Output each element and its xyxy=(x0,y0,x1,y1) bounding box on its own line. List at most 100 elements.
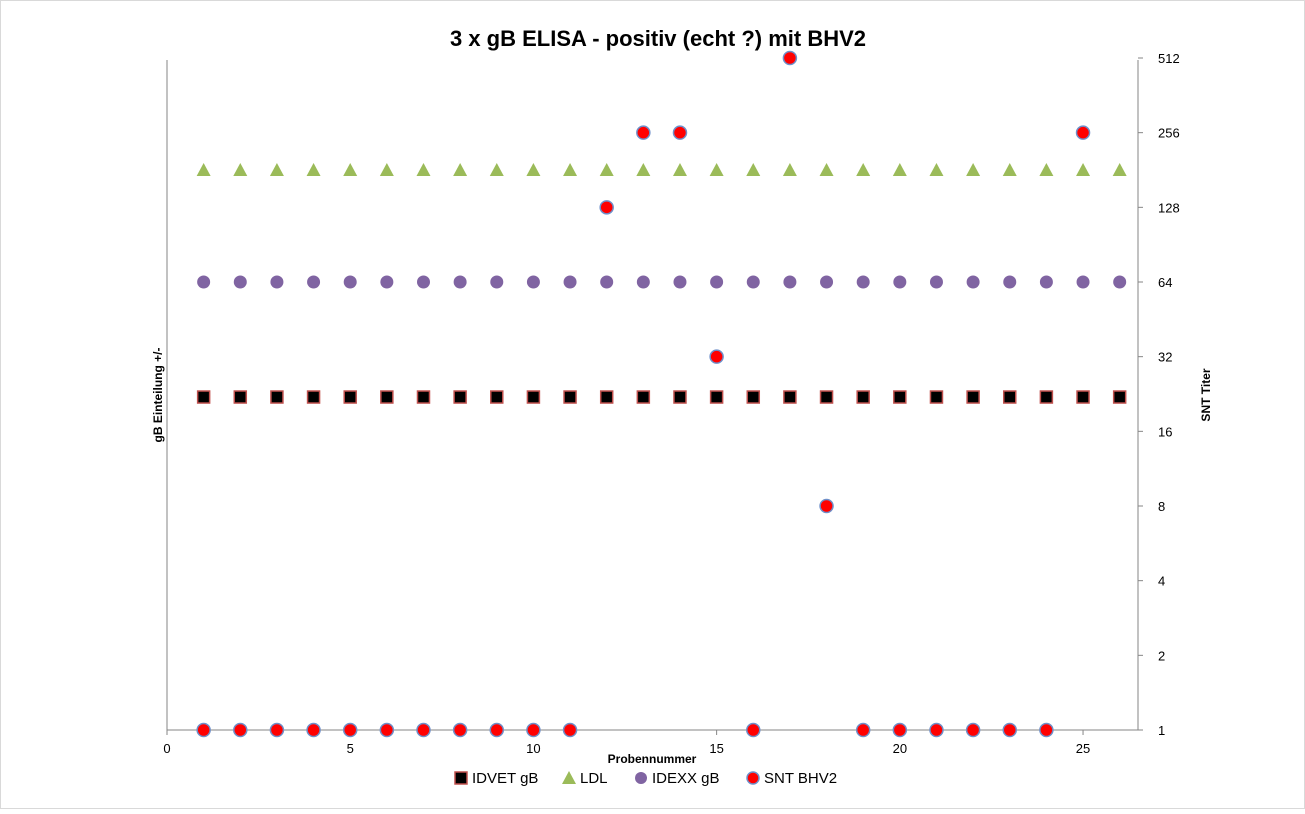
point-snt-bhv2 xyxy=(855,722,871,738)
x-tick-label: 10 xyxy=(526,741,540,756)
point-ldl xyxy=(343,163,358,177)
x-tick-label: 0 xyxy=(163,741,170,756)
y-tick-label: 64 xyxy=(1158,275,1172,290)
point-idexx-gb xyxy=(929,275,943,289)
legend-marker-snt-bhv2 xyxy=(746,771,760,785)
point-idvet-gb xyxy=(453,390,467,404)
point-idexx-gb xyxy=(197,275,211,289)
x-tick-label: 5 xyxy=(347,741,354,756)
point-snt-bhv2 xyxy=(489,722,505,738)
point-snt-bhv2 xyxy=(1039,722,1054,738)
point-ldl xyxy=(233,163,248,177)
point-ldl xyxy=(1002,163,1017,177)
y-tick-label: 128 xyxy=(1158,200,1180,215)
point-ldl xyxy=(966,163,981,177)
point-ldl xyxy=(563,163,578,177)
point-idvet-gb xyxy=(1039,390,1054,404)
point-snt-bhv2 xyxy=(672,125,688,140)
point-ldl xyxy=(1076,163,1091,177)
point-idexx-gb xyxy=(270,275,284,289)
point-idexx-gb xyxy=(563,275,577,289)
point-snt-bhv2 xyxy=(929,722,944,738)
point-ldl xyxy=(819,163,834,177)
x-tick-label: 15 xyxy=(709,741,723,756)
point-idvet-gb xyxy=(343,390,357,404)
y-tick-label: 32 xyxy=(1158,350,1172,365)
point-snt-bhv2 xyxy=(1075,125,1091,140)
point-idvet-gb xyxy=(673,390,687,404)
point-idvet-gb xyxy=(1112,390,1127,404)
point-ldl xyxy=(196,163,211,177)
point-idvet-gb xyxy=(380,390,394,404)
x-axis-title: Probennummer xyxy=(608,752,697,766)
point-snt-bhv2 xyxy=(196,722,211,738)
point-idexx-gb xyxy=(636,275,650,289)
point-idexx-gb xyxy=(380,275,394,289)
data-marks xyxy=(196,50,1127,738)
x-tick-label: 25 xyxy=(1076,741,1090,756)
legend-label-ldl: LDL xyxy=(580,770,608,787)
point-snt-bhv2 xyxy=(819,498,834,514)
point-idvet-gb xyxy=(783,390,797,404)
point-ldl xyxy=(526,163,541,177)
point-idvet-gb xyxy=(416,390,431,404)
y-right-tick-group: 1 2 4 8 16 32 64 128 256 512 xyxy=(1138,51,1180,738)
point-snt-bhv2 xyxy=(782,50,798,66)
y-tick-label: 512 xyxy=(1158,51,1180,66)
point-snt-bhv2 xyxy=(452,722,468,738)
point-ldl xyxy=(709,163,724,177)
point-idexx-gb xyxy=(233,275,247,289)
legend: IDVET gB LDL IDEXX gB SNT BHV2 xyxy=(454,770,837,787)
point-ldl xyxy=(599,163,614,177)
point-snt-bhv2 xyxy=(233,722,248,738)
y-tick-label: 1 xyxy=(1158,723,1165,738)
point-snt-bhv2 xyxy=(306,722,321,738)
point-snt-bhv2 xyxy=(1002,722,1018,738)
point-ldl xyxy=(306,163,321,177)
point-idexx-gb xyxy=(1039,275,1053,289)
point-idexx-gb xyxy=(600,275,614,289)
x-tick-label: 20 xyxy=(893,741,907,756)
point-idvet-gb xyxy=(1076,390,1090,404)
point-idexx-gb xyxy=(343,275,357,289)
legend-marker-ldl xyxy=(562,771,576,784)
point-idvet-gb xyxy=(563,390,577,404)
point-ldl xyxy=(636,163,651,177)
legend-label-snt-bhv2: SNT BHV2 xyxy=(764,770,837,787)
point-idvet-gb xyxy=(966,390,980,404)
point-idexx-gb xyxy=(1076,275,1090,289)
point-ldl xyxy=(892,163,907,177)
y-tick-label: 256 xyxy=(1158,126,1180,141)
point-snt-bhv2 xyxy=(269,722,285,738)
point-idvet-gb xyxy=(636,390,651,404)
point-ldl xyxy=(453,163,468,177)
point-idexx-gb xyxy=(453,275,467,289)
point-snt-bhv2 xyxy=(416,722,431,738)
point-snt-bhv2 xyxy=(746,722,761,738)
point-idvet-gb xyxy=(196,390,211,404)
point-ldl xyxy=(782,163,797,177)
right-y-axis-title: SNT Titer xyxy=(1199,368,1213,421)
point-snt-bhv2 xyxy=(709,349,724,364)
legend-label-idvet-gb: IDVET gB xyxy=(472,770,538,787)
y-tick-label: 8 xyxy=(1158,499,1165,514)
chart-title: 3 x gB ELISA - positiv (echt ?) mit BHV2 xyxy=(450,26,866,51)
point-ldl xyxy=(269,163,284,177)
point-idvet-gb xyxy=(893,390,907,404)
point-idexx-gb xyxy=(1113,275,1127,289)
legend-label-idexx-gb: IDEXX gB xyxy=(652,770,720,787)
point-idvet-gb xyxy=(233,390,248,404)
point-idvet-gb xyxy=(490,390,504,404)
point-snt-bhv2 xyxy=(965,722,981,738)
point-idexx-gb xyxy=(820,275,834,289)
y-tick-label: 2 xyxy=(1158,648,1165,663)
point-snt-bhv2 xyxy=(526,722,541,738)
point-idexx-gb xyxy=(966,275,980,289)
point-idvet-gb xyxy=(929,390,944,404)
point-ldl xyxy=(746,163,761,177)
point-idexx-gb xyxy=(307,275,321,289)
point-idexx-gb xyxy=(673,275,687,289)
